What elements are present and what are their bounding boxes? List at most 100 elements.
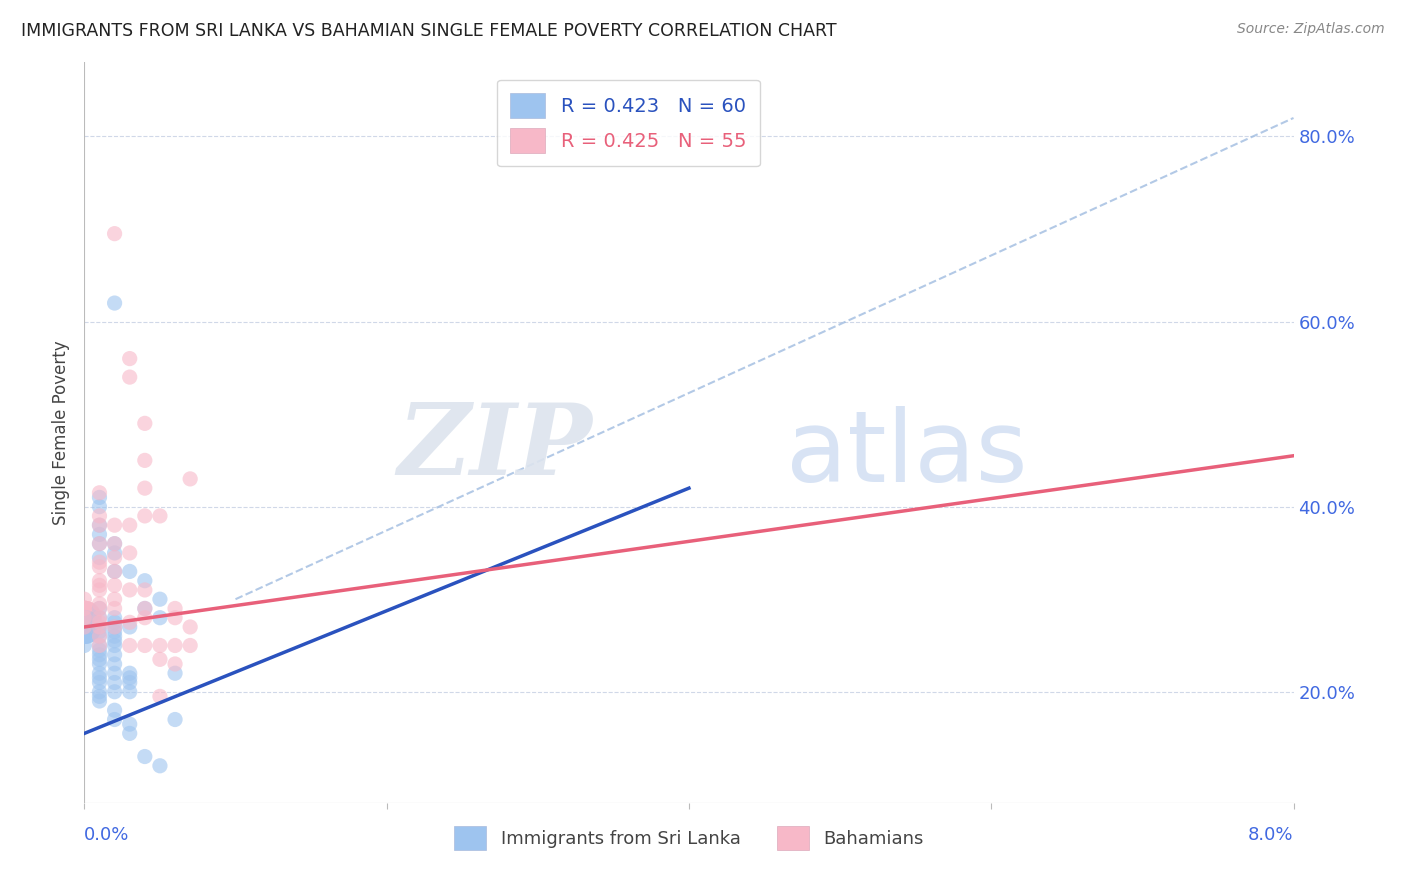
Point [73,592,96,607]
Point [165,639,187,653]
Point [118,726,141,740]
Point [73,624,96,639]
Point [104,629,127,643]
Point [89,610,111,624]
Point [73,620,96,634]
Point [165,713,187,727]
Point [89,675,111,690]
Point [73,620,96,634]
Point [89,601,111,615]
Point [179,620,201,634]
Point [73,610,96,624]
Point [104,620,127,634]
Point [134,749,156,764]
Point [89,643,111,657]
Point [89,527,111,541]
Point [89,620,111,634]
Point [73,610,96,624]
Point [179,639,201,653]
Point [89,657,111,671]
Point [149,508,172,523]
Point [134,508,156,523]
Point [104,639,127,653]
Point [118,546,141,560]
Point [149,758,172,772]
Point [104,227,127,241]
Point [104,713,127,727]
Point [89,624,111,639]
Point [104,666,127,681]
Text: 0.0%: 0.0% [84,826,129,844]
Point [104,610,127,624]
Text: Source: ZipAtlas.com: Source: ZipAtlas.com [1237,22,1385,37]
Point [165,601,187,615]
Point [104,546,127,560]
Point [134,453,156,467]
Point [89,671,111,685]
Point [73,620,96,634]
Point [104,296,127,310]
Point [118,675,141,690]
Point [104,624,127,639]
Point [89,508,111,523]
Point [134,574,156,588]
Point [118,639,141,653]
Point [104,518,127,533]
Point [89,639,111,653]
Point [89,536,111,550]
Text: atlas: atlas [786,407,1028,503]
Text: IMMIGRANTS FROM SRI LANKA VS BAHAMIAN SINGLE FEMALE POVERTY CORRELATION CHART: IMMIGRANTS FROM SRI LANKA VS BAHAMIAN SI… [21,22,837,40]
Point [73,629,96,643]
Point [89,559,111,574]
Text: 8.0%: 8.0% [1249,826,1294,844]
Point [89,518,111,533]
Point [89,690,111,704]
Point [73,610,96,624]
Point [89,666,111,681]
Point [118,620,141,634]
Point [165,657,187,671]
Point [89,601,111,615]
Point [104,648,127,662]
Point [89,518,111,533]
Point [104,657,127,671]
Point [73,620,96,634]
Text: ZIP: ZIP [398,400,592,496]
Point [104,615,127,630]
Point [104,536,127,550]
Point [89,629,111,643]
Point [134,601,156,615]
Point [104,703,127,717]
Point [104,592,127,607]
Point [89,597,111,611]
Point [89,500,111,514]
Point [73,620,96,634]
Point [89,610,111,624]
Point [73,601,96,615]
Point [149,652,172,666]
Point [134,417,156,431]
Point [134,639,156,653]
Point [89,620,111,634]
Point [89,555,111,569]
Point [118,565,141,579]
Point [165,666,187,681]
Point [134,582,156,597]
Point [89,629,111,643]
Point [118,370,141,384]
Point [89,578,111,592]
Point [104,675,127,690]
Point [165,610,187,624]
Point [104,620,127,634]
Point [104,536,127,550]
Point [89,550,111,565]
Point [89,485,111,500]
Point [73,610,96,624]
Point [134,481,156,495]
Point [104,685,127,699]
Point [149,610,172,624]
Point [149,592,172,607]
Point [118,582,141,597]
Point [89,648,111,662]
Point [73,610,96,624]
